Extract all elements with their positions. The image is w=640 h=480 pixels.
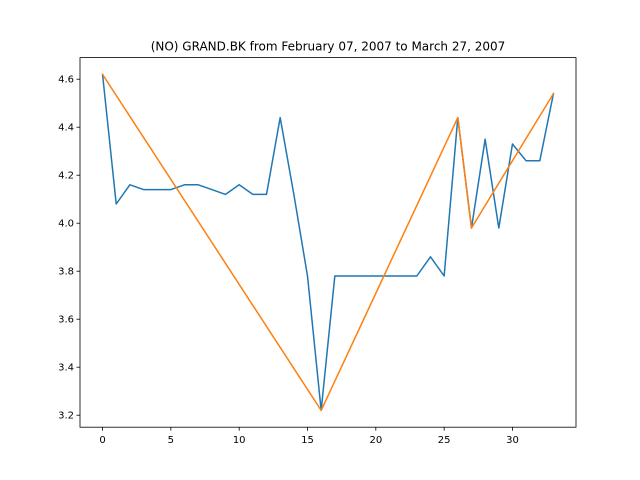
y-tick-label: 4.2: [58, 171, 74, 182]
series-line-1: [101, 73, 555, 412]
x-tick-label: 25: [438, 435, 451, 446]
y-tick-label: 3.2: [58, 411, 74, 422]
plot-frame: [79, 57, 577, 428]
y-tick-label: 4.4: [58, 123, 74, 134]
x-tick-label: 5: [168, 435, 174, 446]
x-tick-label: 30: [506, 435, 519, 446]
y-tick-label: 4.0: [58, 219, 74, 230]
x-tick-label: 20: [369, 435, 382, 446]
y-tick-label: 3.8: [58, 267, 74, 278]
y-tick-label: 3.4: [58, 363, 74, 374]
axes-layer: 0 5 10 15 20 25 30 3.2 3.4 3.6 3.8 4.0 4.2 4.4 4.6: [58, 57, 577, 446]
y-tick-label: 3.6: [58, 315, 74, 326]
x-tick-label: 10: [233, 435, 246, 446]
x-tick-label: 15: [301, 435, 314, 446]
chart-title: (NO) GRAND.BK from February 07, 2007 to …: [151, 40, 506, 54]
y-tick-label: 4.6: [58, 75, 74, 86]
x-tick-label: 0: [99, 435, 105, 446]
series-layer: [101, 73, 555, 412]
series-line-2: [101, 73, 555, 412]
